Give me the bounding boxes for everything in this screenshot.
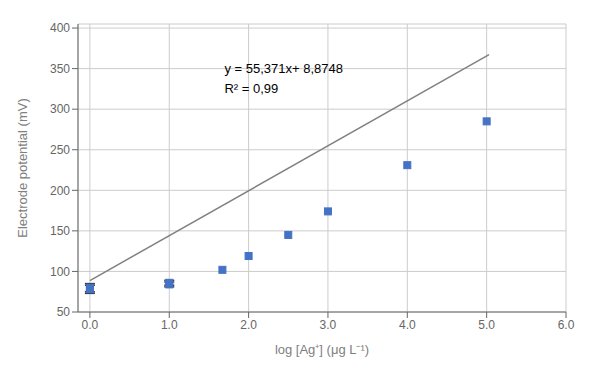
svg-text:5.0: 5.0 bbox=[478, 318, 495, 332]
svg-text:300: 300 bbox=[50, 102, 70, 116]
svg-text:4.0: 4.0 bbox=[399, 318, 416, 332]
svg-text:Electrode potential (mV): Electrode potential (mV) bbox=[15, 98, 30, 237]
svg-text:6.0: 6.0 bbox=[558, 318, 575, 332]
svg-text:350: 350 bbox=[50, 62, 70, 76]
html-text:R² = 0,99: R² = 0,99 bbox=[224, 81, 279, 97]
svg-text:250: 250 bbox=[50, 143, 70, 157]
svg-text:150: 150 bbox=[50, 224, 70, 238]
svg-text:100: 100 bbox=[50, 265, 70, 279]
svg-text:50: 50 bbox=[57, 305, 71, 319]
svg-text:3.0: 3.0 bbox=[320, 318, 337, 332]
svg-text:400: 400 bbox=[50, 21, 70, 35]
svg-text:2.0: 2.0 bbox=[240, 318, 257, 332]
svg-text:200: 200 bbox=[50, 184, 70, 198]
svg-text:1.0: 1.0 bbox=[161, 318, 178, 332]
svg-text:log [Ag⁺] (μg L⁻¹): log [Ag⁺] (μg L⁻¹) bbox=[275, 342, 369, 357]
svg-text:0.0: 0.0 bbox=[82, 318, 99, 332]
html-text:y = 55,371x+ 8,8748: y = 55,371x+ 8,8748 bbox=[224, 60, 343, 76]
